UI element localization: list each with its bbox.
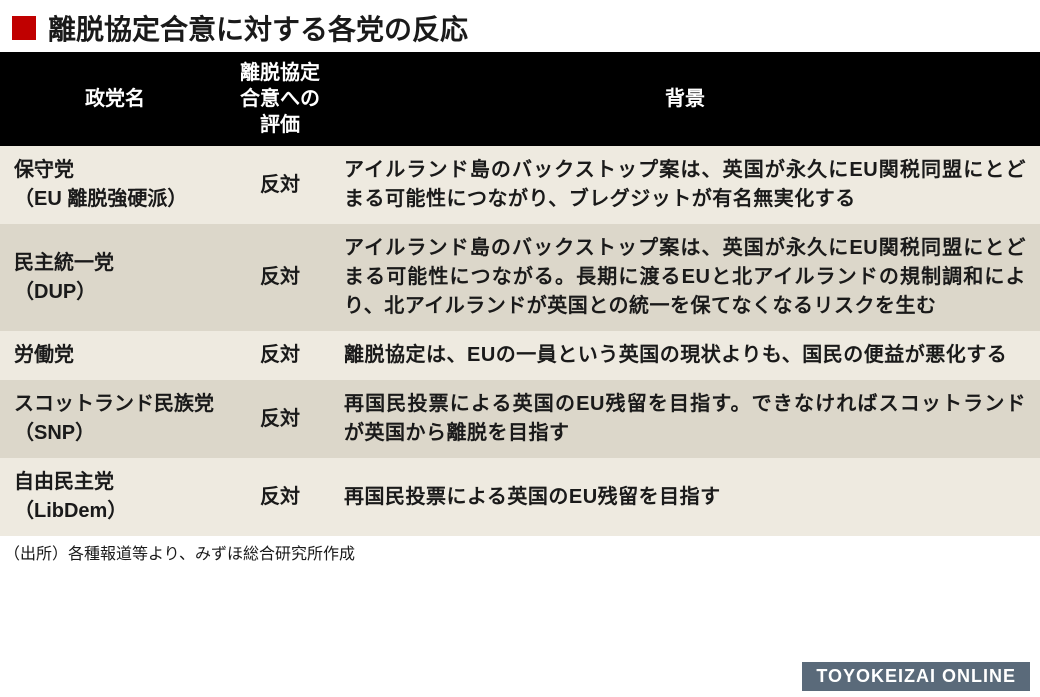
col-header-bg: 背景 bbox=[330, 52, 1040, 146]
cell-party: 保守党（EU 離脱強硬派） bbox=[0, 146, 230, 224]
table-row: 民主統一党（DUP） 反対 アイルランド島のバックストップ案は、英国が永久にEU… bbox=[0, 224, 1040, 331]
cell-eval: 反対 bbox=[230, 458, 330, 536]
cell-party: 自由民主党（LibDem） bbox=[0, 458, 230, 536]
cell-party: スコットランド民族党（SNP） bbox=[0, 380, 230, 458]
table-row: 労働党 反対 離脱協定は、EUの一員という英国の現状よりも、国民の便益が悪化する bbox=[0, 331, 1040, 380]
source-note: （出所）各種報道等より、みずほ総合研究所作成 bbox=[0, 536, 1040, 564]
cell-bg: アイルランド島のバックストップ案は、英国が永久にEU関税同盟にとどまる可能性につ… bbox=[330, 146, 1040, 224]
table-row: 保守党（EU 離脱強硬派） 反対 アイルランド島のバックストップ案は、英国が永久… bbox=[0, 146, 1040, 224]
cell-eval: 反対 bbox=[230, 331, 330, 380]
page-title: 離脱協定合意に対する各党の反応 bbox=[48, 8, 468, 48]
cell-party: 労働党 bbox=[0, 331, 230, 380]
title-row: 離脱協定合意に対する各党の反応 bbox=[0, 0, 1040, 52]
parties-table: 政党名 離脱協定合意への評価 背景 保守党（EU 離脱強硬派） 反対 アイルラン… bbox=[0, 52, 1040, 536]
cell-party: 民主統一党（DUP） bbox=[0, 224, 230, 331]
title-marker-icon bbox=[12, 16, 36, 40]
cell-eval: 反対 bbox=[230, 380, 330, 458]
table-row: 自由民主党（LibDem） 反対 再国民投票による英国のEU残留を目指す bbox=[0, 458, 1040, 536]
col-header-party: 政党名 bbox=[0, 52, 230, 146]
cell-eval: 反対 bbox=[230, 146, 330, 224]
cell-eval: 反対 bbox=[230, 224, 330, 331]
cell-bg: 再国民投票による英国のEU残留を目指す。できなければスコットランドが英国から離脱… bbox=[330, 380, 1040, 458]
col-header-eval: 離脱協定合意への評価 bbox=[230, 52, 330, 146]
table-row: スコットランド民族党（SNP） 反対 再国民投票による英国のEU残留を目指す。で… bbox=[0, 380, 1040, 458]
cell-bg: 離脱協定は、EUの一員という英国の現状よりも、国民の便益が悪化する bbox=[330, 331, 1040, 380]
cell-bg: 再国民投票による英国のEU残留を目指す bbox=[330, 458, 1040, 536]
table-header-row: 政党名 離脱協定合意への評価 背景 bbox=[0, 52, 1040, 146]
cell-bg: アイルランド島のバックストップ案は、英国が永久にEU関税同盟にとどまる可能性につ… bbox=[330, 224, 1040, 331]
brand-badge: TOYOKEIZAI ONLINE bbox=[802, 662, 1030, 691]
